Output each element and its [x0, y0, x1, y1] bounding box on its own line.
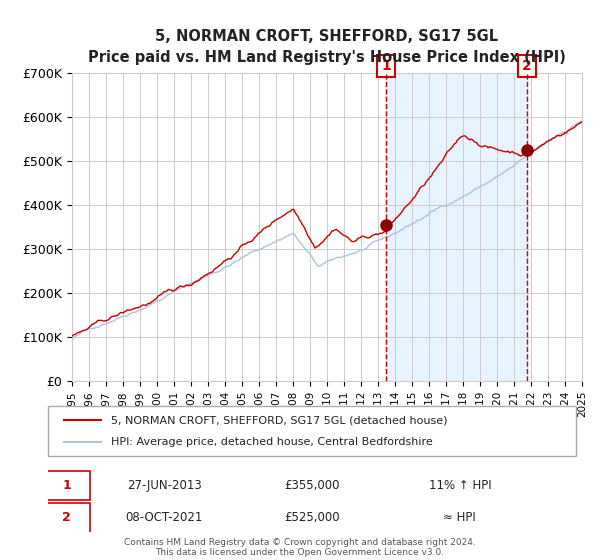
Text: 2: 2: [522, 59, 532, 73]
Text: ≈ HPI: ≈ HPI: [443, 511, 476, 524]
Text: 11% ↑ HPI: 11% ↑ HPI: [428, 479, 491, 492]
Text: 5, NORMAN CROFT, SHEFFORD, SG17 5GL (detached house): 5, NORMAN CROFT, SHEFFORD, SG17 5GL (det…: [112, 415, 448, 425]
Text: HPI: Average price, detached house, Central Bedfordshire: HPI: Average price, detached house, Cent…: [112, 437, 433, 447]
Text: Contains HM Land Registry data © Crown copyright and database right 2024.
This d: Contains HM Land Registry data © Crown c…: [124, 538, 476, 557]
Text: 1: 1: [382, 59, 391, 73]
Title: 5, NORMAN CROFT, SHEFFORD, SG17 5GL
Price paid vs. HM Land Registry's House Pric: 5, NORMAN CROFT, SHEFFORD, SG17 5GL Pric…: [88, 29, 566, 65]
Text: 2: 2: [62, 511, 71, 524]
FancyBboxPatch shape: [43, 503, 90, 533]
Text: 1: 1: [62, 479, 71, 492]
FancyBboxPatch shape: [48, 406, 576, 456]
Bar: [386, 73, 527, 381]
FancyBboxPatch shape: [43, 471, 90, 501]
Text: £355,000: £355,000: [284, 479, 340, 492]
Text: 27-JUN-2013: 27-JUN-2013: [127, 479, 202, 492]
Text: £525,000: £525,000: [284, 511, 340, 524]
Text: 08-OCT-2021: 08-OCT-2021: [125, 511, 203, 524]
